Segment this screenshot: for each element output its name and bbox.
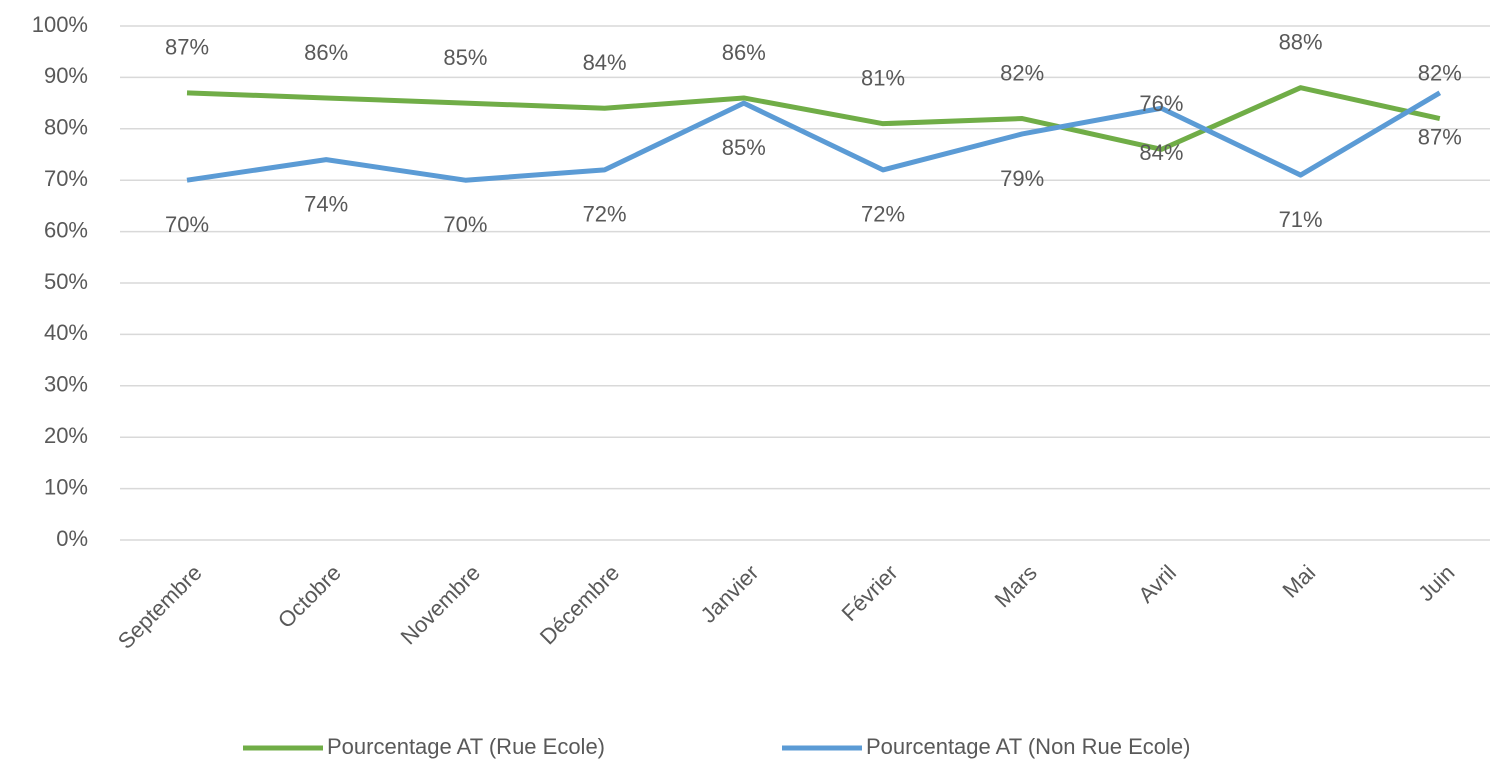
x-tick-label: Mai: [1277, 560, 1320, 603]
line-series: [186, 85, 1441, 152]
data-label: 79%: [1000, 166, 1044, 191]
data-label: 81%: [861, 65, 905, 90]
legend-label: Pourcentage AT (Rue Ecole): [327, 734, 605, 759]
data-label: 84%: [583, 50, 627, 75]
x-tick-label: Octobre: [273, 560, 346, 633]
y-tick-label: 30%: [44, 372, 88, 397]
data-label: 84%: [1139, 140, 1183, 165]
data-label: 72%: [861, 202, 905, 227]
x-tick-label: Juin: [1413, 560, 1459, 606]
y-tick-label: 70%: [44, 166, 88, 191]
y-tick-label: 20%: [44, 423, 88, 448]
data-label: 88%: [1279, 29, 1323, 54]
x-tick-label: Mars: [990, 560, 1042, 612]
y-tick-label: 0%: [56, 526, 88, 551]
x-tick-label: Septembre: [113, 560, 207, 654]
data-label: 86%: [722, 40, 766, 65]
line-series: [186, 90, 1442, 183]
data-label: 86%: [304, 40, 348, 65]
data-label: 87%: [165, 35, 209, 60]
data-label: 85%: [722, 135, 766, 160]
data-label: 85%: [443, 45, 487, 70]
data-label: 71%: [1279, 207, 1323, 232]
data-label: 72%: [583, 202, 627, 227]
data-label: 87%: [1418, 125, 1462, 150]
data-label: 74%: [304, 191, 348, 216]
y-tick-label: 80%: [44, 115, 88, 140]
x-tick-label: Avril: [1133, 560, 1181, 608]
data-label: 70%: [165, 212, 209, 237]
x-tick-label: Janvier: [696, 560, 764, 628]
y-tick-label: 60%: [44, 217, 88, 242]
y-tick-label: 10%: [44, 474, 88, 499]
y-tick-label: 90%: [44, 63, 88, 88]
y-tick-label: 50%: [44, 269, 88, 294]
data-label: 82%: [1000, 60, 1044, 85]
y-tick-label: 40%: [44, 320, 88, 345]
data-label: 70%: [443, 212, 487, 237]
data-label: 76%: [1139, 91, 1183, 116]
legend-label: Pourcentage AT (Non Rue Ecole): [866, 734, 1190, 759]
x-tick-label: Février: [837, 560, 903, 626]
y-tick-label: 100%: [32, 12, 88, 37]
x-tick-label: Novembre: [396, 560, 485, 649]
data-label: 82%: [1418, 60, 1462, 85]
x-tick-label: Décembre: [535, 560, 624, 649]
